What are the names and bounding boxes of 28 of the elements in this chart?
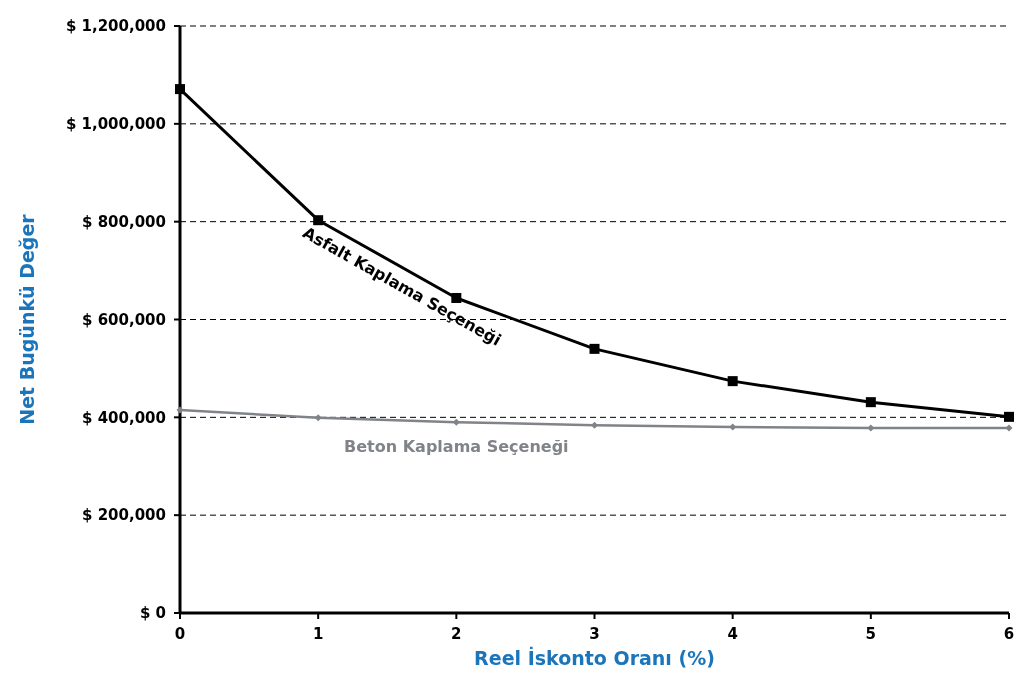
x-tick-label: 1 bbox=[312, 625, 324, 643]
x-tick-label: 6 bbox=[1003, 625, 1015, 643]
point bbox=[589, 343, 600, 354]
y-tick-label: $ 400,000 bbox=[82, 408, 166, 427]
x-tick-label: 3 bbox=[589, 625, 600, 643]
y-tick-label: $ 0 bbox=[139, 604, 166, 623]
series-label: Beton Kaplama Seçeneği bbox=[344, 437, 569, 457]
point bbox=[175, 84, 185, 95]
point bbox=[1004, 411, 1014, 422]
point bbox=[314, 414, 322, 422]
point bbox=[313, 215, 324, 226]
x-tick-label: 4 bbox=[727, 625, 738, 643]
point bbox=[727, 376, 738, 387]
point bbox=[176, 406, 184, 414]
x-axis-title: Reel İskonto Oranı (%) bbox=[474, 646, 715, 669]
point bbox=[865, 397, 876, 408]
y-tick-label: $ 200,000 bbox=[82, 506, 166, 525]
x-tick-label: 5 bbox=[865, 625, 877, 643]
y-tick-label: $ 1,000,000 bbox=[65, 115, 166, 134]
y-axis-title: Net Bugünkü Değer bbox=[16, 213, 38, 425]
y-tick-label: $ 800,000 bbox=[82, 212, 166, 231]
y-tick-label: $ 600,000 bbox=[82, 310, 166, 329]
point bbox=[452, 418, 460, 426]
x-tick-label: 0 bbox=[174, 625, 186, 643]
x-tick-label: 2 bbox=[451, 625, 462, 643]
y-tick-label: $ 1,200,000 bbox=[65, 17, 166, 36]
point bbox=[1005, 424, 1013, 432]
point bbox=[591, 421, 598, 429]
